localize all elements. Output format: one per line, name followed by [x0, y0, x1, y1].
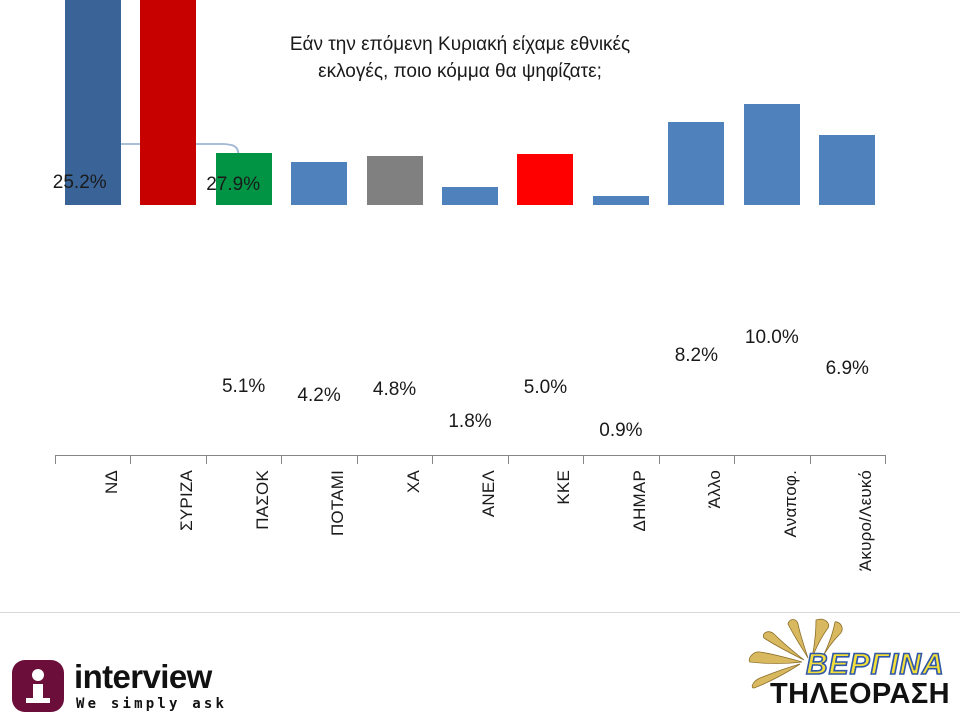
category-label-ΠΑΣΟΚ: ΠΑΣΟΚ — [252, 470, 272, 530]
category-label-ΝΔ: ΝΔ — [101, 470, 121, 495]
vergina-logo: ΒΕΡΓΙΝΑ ΤΗΛΕΟΡΑΣΗ — [744, 614, 956, 718]
axis-tick — [55, 455, 56, 464]
bar-Αναποφ. — [743, 103, 800, 205]
axis-tick — [507, 455, 509, 464]
bar-value-ΣΥΡΙΖΑ: 27.9% — [206, 173, 261, 195]
bar-value-ΑΝΕΛ: 1.8% — [448, 410, 492, 432]
bar-value-Άκυρο/Λευκό: 6.9% — [825, 357, 869, 379]
category-label-ΚΚΕ: ΚΚΕ — [554, 470, 574, 505]
interview-logo: interview We simply ask — [12, 658, 242, 716]
axis-tick — [205, 455, 207, 464]
x-axis-line — [55, 455, 885, 456]
vergina-wordmark: ΒΕΡΓΙΝΑ — [805, 647, 945, 682]
axis-tick — [734, 455, 736, 464]
bar-value-Αναποφ.: 10.0% — [744, 326, 799, 348]
info-i-icon — [12, 660, 64, 712]
vergina-subtitle: ΤΗΛΕΟΡΑΣΗ — [770, 678, 950, 710]
bar-value-ΚΚΕ: 5.0% — [523, 377, 568, 399]
bar-ΑΝΕΛ — [442, 186, 498, 205]
category-label-Άκυρο/Λευκό: Άκυρο/Λευκό — [856, 470, 876, 572]
bar-ΧΑ — [366, 156, 423, 205]
bar-ΠΑΣΟΚ — [215, 153, 272, 205]
info-i-stem — [33, 684, 43, 703]
plot-area: 25.2% 27.9% 5.1% 4.2% 4.8% 1.8% 5.0% 0.9% 8.2% 10… — [52, 0, 886, 464]
footer-divider — [0, 612, 960, 613]
axis-tick — [658, 455, 660, 464]
bar-value-ΠΑΣΟΚ: 5.1% — [221, 376, 266, 398]
bar-value-ΝΔ: 25.2% — [52, 172, 107, 194]
bar-ΝΔ — [64, 0, 121, 205]
axis-tick — [583, 455, 585, 464]
category-label-ΔΗΜΑΡ: ΔΗΜΑΡ — [629, 470, 649, 532]
category-label-ΑΝΕΛ: ΑΝΕΛ — [479, 470, 498, 518]
category-label-ΧΑ: ΧΑ — [403, 470, 423, 494]
interview-wordmark: interview — [74, 658, 212, 695]
axis-tick — [432, 455, 434, 464]
axis-tick — [130, 455, 132, 464]
bar-value-Άλλο: 8.2% — [674, 344, 719, 366]
category-label-ΠΟΤΑΜΙ: ΠΟΤΑΜΙ — [328, 470, 348, 537]
info-i-dot — [32, 669, 44, 681]
bar-Άλλο — [668, 121, 725, 205]
interview-tagline: We simply ask — [76, 696, 228, 712]
bar-ΔΗΜΑΡ — [592, 195, 649, 205]
bar-ΣΥΡΙΖΑ — [140, 0, 197, 205]
bar-value-ΠΟΤΑΜΙ: 4.2% — [297, 385, 341, 407]
category-label-Άλλο: Άλλο — [705, 470, 725, 509]
bar-ΠΟΤΑΜΙ — [291, 162, 348, 205]
bar-value-ΧΑ: 4.8% — [372, 379, 417, 401]
axis-tick — [281, 455, 283, 464]
category-label-Αναποφ.: Αναποφ. — [780, 470, 800, 538]
bar-ΚΚΕ — [517, 154, 574, 205]
bar-value-ΔΗΜΑΡ: 0.9% — [599, 419, 643, 441]
category-label-ΣΥΡΙΖΑ: ΣΥΡΙΖΑ — [177, 470, 197, 531]
info-i-foot — [26, 698, 50, 703]
vergina-sun-icon — [748, 618, 843, 689]
bar-Άκυρο/Λευκό — [819, 134, 876, 205]
axis-tick — [356, 455, 358, 464]
axis-tick — [885, 455, 886, 464]
chart-title: Εάν την επόμενη Κυριακή είχαμε εθνικές ε… — [289, 34, 631, 82]
axis-tick — [809, 455, 811, 464]
